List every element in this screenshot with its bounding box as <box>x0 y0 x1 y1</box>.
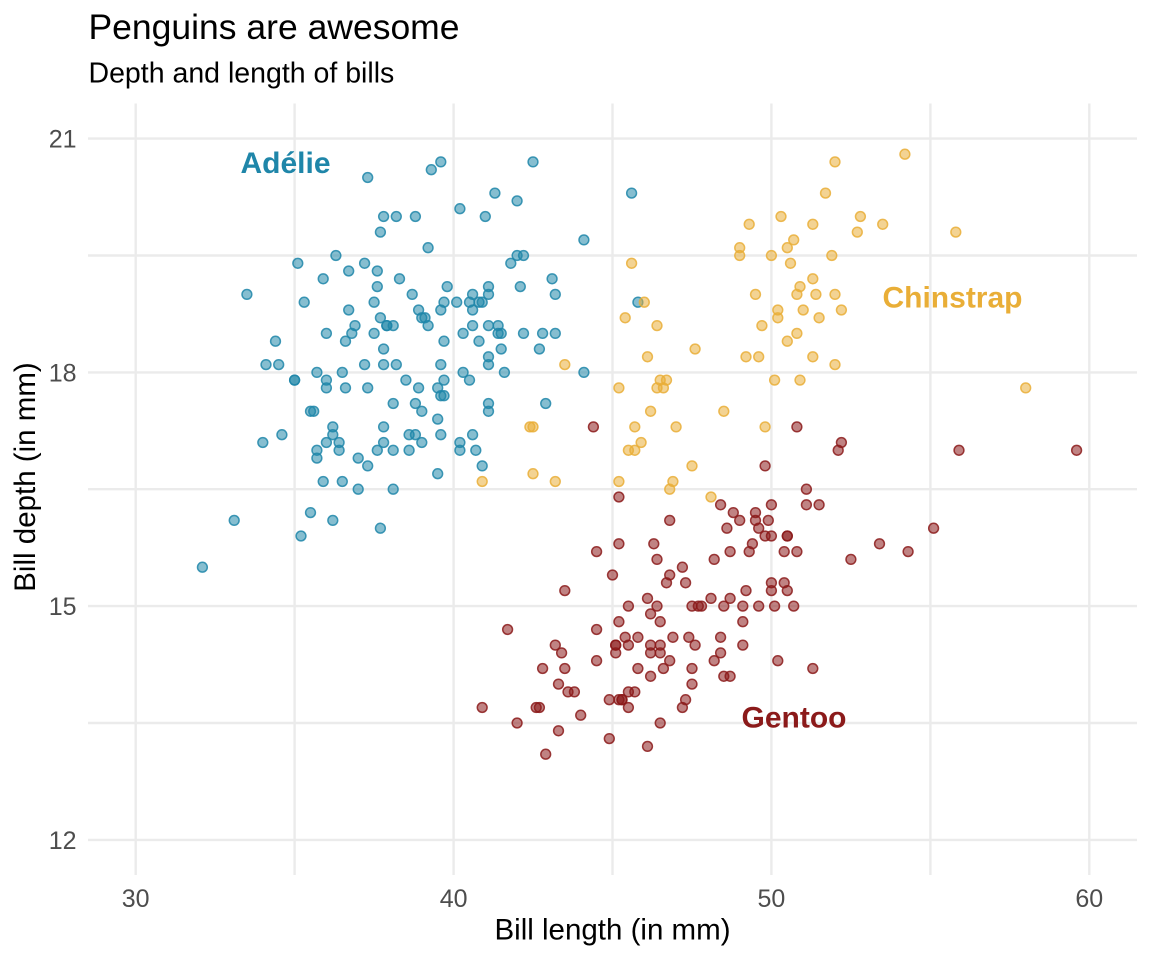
svg-text:15: 15 <box>49 593 77 621</box>
svg-text:12: 12 <box>49 827 77 855</box>
svg-text:Adélie: Adélie <box>240 147 330 180</box>
svg-text:50: 50 <box>757 885 785 913</box>
svg-text:40: 40 <box>440 885 468 913</box>
svg-text:Gentoo: Gentoo <box>742 702 847 735</box>
svg-text:60: 60 <box>1075 885 1103 913</box>
svg-text:Depth and length of bills: Depth and length of bills <box>89 58 395 90</box>
svg-text:Bill depth (in mm): Bill depth (in mm) <box>9 362 42 592</box>
svg-text:Bill length (in mm): Bill length (in mm) <box>494 914 730 947</box>
svg-text:Penguins are awesome: Penguins are awesome <box>89 7 460 47</box>
svg-text:21: 21 <box>49 126 77 154</box>
svg-text:30: 30 <box>122 885 150 913</box>
svg-text:Chinstrap: Chinstrap <box>882 281 1022 314</box>
svg-text:18: 18 <box>49 360 77 388</box>
